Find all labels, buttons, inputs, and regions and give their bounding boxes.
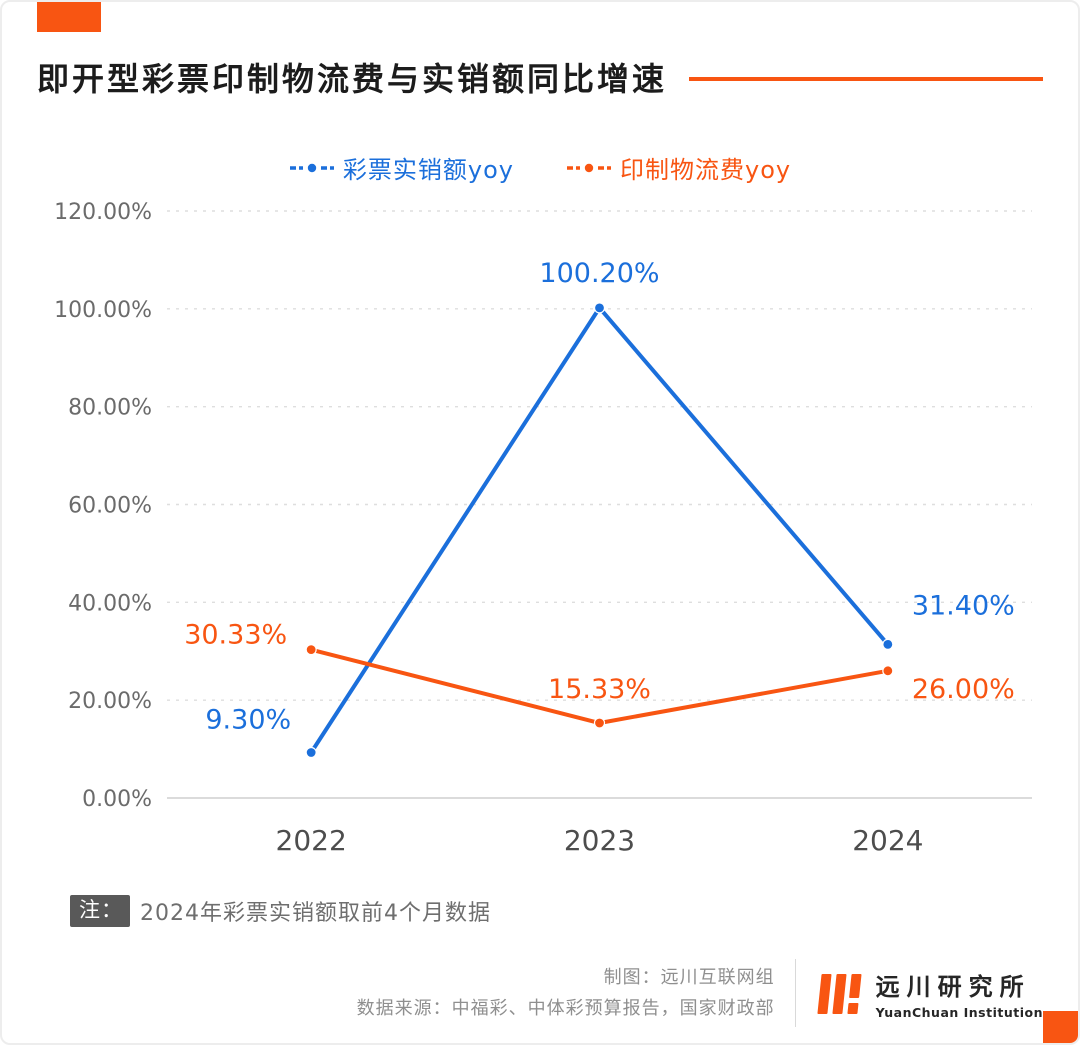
bottom-right-accent-square xyxy=(1043,1011,1078,1043)
x-axis-label: 2023 xyxy=(564,824,635,857)
legend-item-printing-fee-yoy: 印制物流费yoy xyxy=(566,150,791,185)
yuanchuan-logo-icon xyxy=(817,974,862,1015)
y-axis-tick-label: 120.00% xyxy=(54,200,152,225)
data-point xyxy=(305,644,317,656)
legend-line-marker-orange-icon xyxy=(567,163,611,172)
logo-name: 远川研究所 xyxy=(875,972,1031,1001)
credits: 制图：远川互联网组 数据来源：中福彩、中体彩预算报告，国家财政部 xyxy=(357,962,775,1025)
y-axis-tick-label: 80.00% xyxy=(68,396,152,421)
data-label: 100.20% xyxy=(539,258,659,289)
credit-maker: 制图：远川互联网组 xyxy=(603,966,775,988)
chart-note: 注： 2024年彩票实销额取前4个月数据 xyxy=(70,895,1078,928)
top-left-accent-square xyxy=(37,2,101,32)
y-axis-tick-label: 0.00% xyxy=(82,787,152,812)
legend-label-printing-fee-yoy: 印制物流费yoy xyxy=(620,156,792,184)
credit-source: 数据来源：中福彩、中体彩预算报告，国家财政部 xyxy=(356,998,775,1020)
header: 即开型彩票印制物流费与实销额同比增速 xyxy=(37,54,1043,100)
data-label: 15.33% xyxy=(548,674,651,705)
logo-subtitle: YuanChuan Institution xyxy=(875,1004,1043,1020)
footer-divider xyxy=(794,959,796,1028)
data-point xyxy=(882,638,894,651)
legend-label-lottery-sales-yoy: 彩票实销额yoy xyxy=(342,156,514,184)
note-text: 2024年彩票实销额取前4个月数据 xyxy=(140,901,491,927)
logo-text: 远川研究所 YuanChuan Institution xyxy=(876,967,1043,1020)
data-point xyxy=(882,665,894,677)
y-axis-tick-label: 60.00% xyxy=(68,494,152,519)
yuanchuan-logo: 远川研究所 YuanChuan Institution xyxy=(816,967,1043,1020)
line-chart: 0.00% 20.00% 40.00% 60.00% 80.00% 100.00% 120.… xyxy=(54,200,1032,857)
legend-line-marker-blue-icon xyxy=(289,163,334,172)
page-title: 即开型彩票印制物流费与实销额同比增速 xyxy=(37,60,668,98)
data-label: 31.40% xyxy=(912,590,1015,621)
data-label: 9.30% xyxy=(205,705,291,736)
legend-item-lottery-sales-yoy: 彩票实销额yoy xyxy=(289,150,514,185)
y-axis-tick-label: 100.00% xyxy=(54,298,152,323)
data-point xyxy=(593,302,606,314)
chart-legend: 彩票实销额yoy 印制物流费yoy xyxy=(2,150,1078,185)
title-accent-line xyxy=(689,77,1043,81)
footer: 制图：远川互联网组 数据来源：中福彩、中体彩预算报告，国家财政部 远川研究所 Y… xyxy=(2,959,1078,1028)
data-point xyxy=(305,746,317,759)
y-axis-tick-label: 20.00% xyxy=(68,689,152,714)
y-axis-tick-label: 40.00% xyxy=(68,591,152,616)
data-label: 30.33% xyxy=(184,620,287,651)
x-axis-label: 2022 xyxy=(276,824,347,857)
note-badge: 注： xyxy=(70,895,130,928)
data-label: 26.00% xyxy=(912,674,1015,705)
data-point xyxy=(593,717,606,729)
x-axis-label: 2024 xyxy=(852,824,923,857)
